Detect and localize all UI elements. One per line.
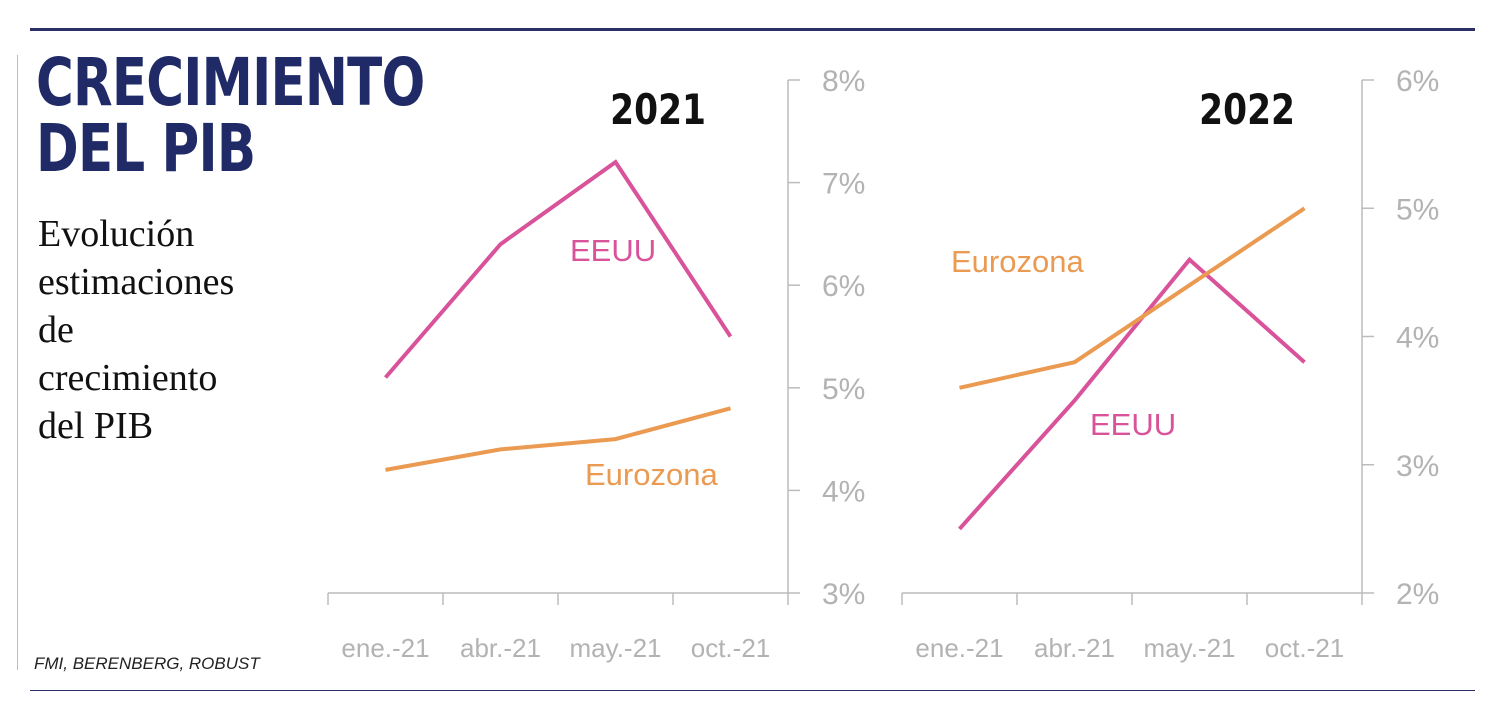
chart-1-y-tick-label-0: 3% <box>822 578 865 611</box>
chart-2-y-tick-label-4: 6% <box>1396 65 1439 98</box>
chart-2-x-tick-label-0: ene.-21 <box>915 633 1003 663</box>
subtitle-line-3: de <box>38 309 74 351</box>
chart-2-series-eeuu-line <box>958 256 1306 531</box>
chart-2-title: 2022 <box>1199 86 1295 135</box>
subtitle-line-1: Evolución <box>38 213 195 255</box>
chart-1-series-eeuu-label: EEUU <box>570 233 656 268</box>
chart-1-y-tick-label-1: 4% <box>822 475 865 508</box>
chart-title: CRECIMIENTO DEL PIB <box>36 44 425 187</box>
chart-1-x-tick-label-2: may.-21 <box>570 633 662 663</box>
chart-1-y-tick-label-5: 8% <box>822 65 865 98</box>
chart-2-x-tick-label-2: may.-21 <box>1144 633 1236 663</box>
chart-2-x-tick-label-3: oct.-21 <box>1265 633 1345 663</box>
chart-2-series-eurozona-label: Eurozona <box>951 244 1084 279</box>
title-line-2: DEL PIB <box>36 110 256 187</box>
chart-1-series-eurozona-label: Eurozona <box>585 457 718 492</box>
chart-1-y-tick-label-3: 6% <box>822 270 865 303</box>
bottom-rule <box>30 690 1475 691</box>
chart-2-series-eeuu-label: EEUU <box>1090 407 1176 442</box>
chart-1-x-tick-label-0: ene.-21 <box>341 633 429 663</box>
chart-2-y-tick-label-1: 3% <box>1396 450 1439 483</box>
chart-subtitle: Evolución estimaciones de crecimiento de… <box>38 210 308 450</box>
chart-1-series-eeuu-line <box>383 159 733 379</box>
left-rule <box>17 55 18 670</box>
source-note: FMI, BERENBERG, ROBUST <box>34 654 260 673</box>
subtitle-line-5: del PIB <box>38 405 154 447</box>
chart-1-x-tick-label-1: abr.-21 <box>460 633 541 663</box>
subtitle-line-2: estimaciones <box>38 261 235 303</box>
top-rule <box>30 28 1475 31</box>
chart-1-title: 2021 <box>610 86 706 135</box>
title-line-1: CRECIMIENTO <box>36 44 425 121</box>
chart-2-y-tick-label-2: 4% <box>1396 322 1439 355</box>
chart-2-series-eurozona-line <box>959 206 1306 390</box>
subtitle-line-4: crecimiento <box>38 357 218 399</box>
chart-1-series-eurozona-line <box>385 406 732 472</box>
chart-2-x-tick-label-1: abr.-21 <box>1034 633 1115 663</box>
chart-2-y-tick-label-3: 5% <box>1396 193 1439 226</box>
chart-2-y-tick-label-0: 2% <box>1396 578 1439 611</box>
chart-1-x-tick-label-3: oct.-21 <box>691 633 771 663</box>
chart-1-y-tick-label-4: 7% <box>822 168 865 201</box>
chart-1-y-tick-label-2: 5% <box>822 373 865 406</box>
